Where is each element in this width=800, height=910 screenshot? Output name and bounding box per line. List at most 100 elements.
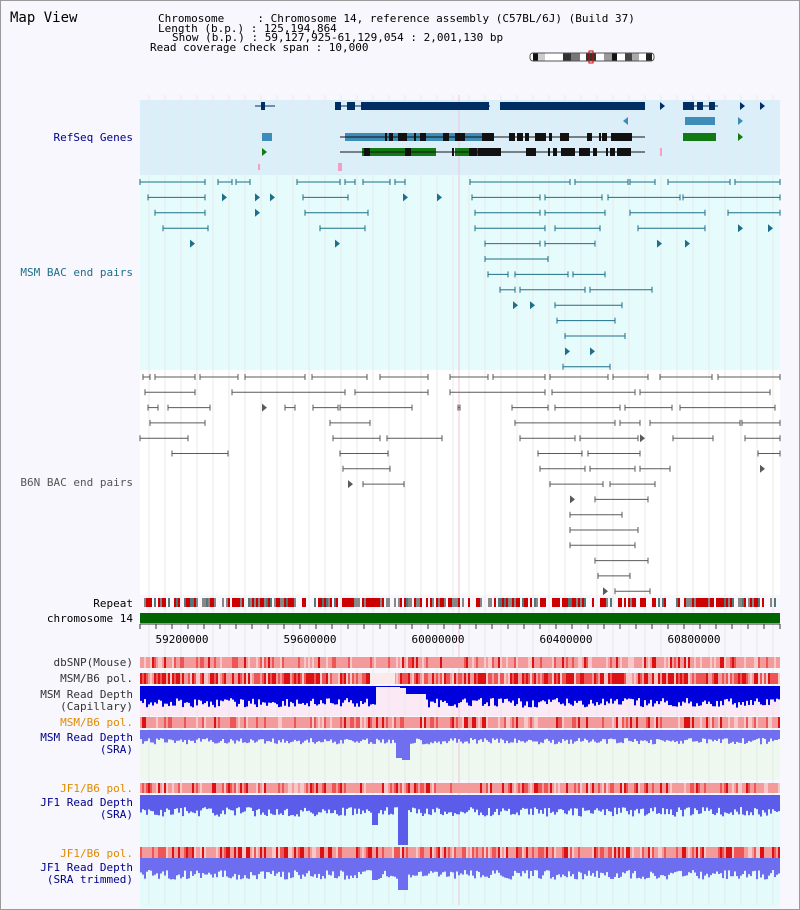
msm-b6-pol2-strip xyxy=(364,717,366,728)
msm-b6-pol2-strip xyxy=(434,717,436,728)
msm-capillary-depth-bar xyxy=(490,686,492,699)
gene-exon xyxy=(380,102,383,110)
msm-capillary-depth-bar xyxy=(436,686,438,699)
dbsnp-strip xyxy=(172,657,174,668)
jf1-trimmed-depth-bar xyxy=(466,858,468,875)
msm-sra-depth-bar xyxy=(758,730,760,739)
msm-capillary-depth-bar xyxy=(310,686,312,701)
msm-b6-pol-strip xyxy=(670,673,672,684)
jf1-trimmed-depth-bar xyxy=(658,858,660,878)
msm-capillary-depth-bar xyxy=(316,686,318,706)
jf1-trimmed-depth-bar xyxy=(448,858,450,877)
msm-b6-pol-strip xyxy=(348,673,350,684)
jf1-trimmed-depth-bar xyxy=(334,858,336,878)
msm-bac-arrow xyxy=(685,239,690,248)
jf1-b6-pol2-strip xyxy=(310,847,312,858)
msm-b6-pol2-strip xyxy=(756,717,758,728)
jf1-sra-depth-bar xyxy=(200,795,202,811)
msm-capillary-depth-bar xyxy=(286,686,288,700)
repeat-element xyxy=(418,598,420,607)
msm-b6-pol-strip xyxy=(612,673,614,684)
jf1-sra-depth-bar xyxy=(402,795,404,845)
jf1-trimmed-depth-bar xyxy=(652,858,654,874)
msm-capillary-depth-bar xyxy=(164,686,166,704)
msm-sra-depth-bar xyxy=(642,730,644,741)
msm-b6-pol-strip xyxy=(456,673,458,684)
jf1-sra-depth-bar xyxy=(524,795,526,809)
msm-b6-pol-strip xyxy=(328,673,330,684)
msm-sra-depth-bar xyxy=(184,730,186,740)
msm-capillary-depth-bar xyxy=(612,686,614,704)
jf1-b6-pol2-strip xyxy=(204,847,206,858)
jf1-b6-pol2-strip xyxy=(276,847,278,858)
repeat-element xyxy=(192,598,194,607)
dbsnp-strip xyxy=(598,657,600,668)
msm-b6-pol2-strip xyxy=(566,717,568,728)
jf1-b6-pol-strip xyxy=(196,783,198,793)
jf1-trimmed-depth-bar xyxy=(474,858,476,879)
jf1-sra-depth-bar xyxy=(194,795,196,814)
msm-b6-pol2-strip xyxy=(168,717,170,728)
msm-sra-depth-bar xyxy=(608,730,610,740)
msm-capillary-depth-bar xyxy=(334,686,336,705)
jf1-b6-pol2-strip xyxy=(528,847,530,858)
msm-capillary-depth-bar xyxy=(618,686,620,705)
dbsnp-strip xyxy=(544,657,546,668)
jf1-sra-depth-bar xyxy=(456,795,458,815)
msm-b6-pol2-strip xyxy=(164,717,166,728)
msm-capillary-depth-bar xyxy=(390,686,392,687)
msm-capillary-depth-bar xyxy=(188,686,190,703)
msm-capillary-depth-bar xyxy=(472,686,474,701)
jf1-b6-pol-strip xyxy=(426,783,428,793)
jf1-sra-depth-bar xyxy=(374,795,376,825)
msm-b6-pol-strip xyxy=(140,673,142,684)
msm-capillary-depth-bar xyxy=(778,686,780,700)
msm-capillary-depth-bar xyxy=(338,686,340,700)
jf1-b6-pol-strip xyxy=(330,783,332,793)
msm-sra-depth-bar xyxy=(566,730,568,740)
msm-capillary-depth-bar xyxy=(556,686,558,699)
msm-b6-pol2-strip xyxy=(202,717,204,728)
jf1-trimmed-depth-bar xyxy=(240,858,242,880)
ideogram-band xyxy=(538,53,545,61)
jf1-sra-depth-bar xyxy=(218,795,220,817)
jf1-trimmed-depth-bar xyxy=(270,858,272,874)
msm-sra-depth-bar xyxy=(774,730,776,740)
ideogram-position-marker xyxy=(588,50,594,64)
msm-capillary-depth-bar xyxy=(208,686,210,707)
msm-sra-depth-bar xyxy=(164,730,166,743)
msm-b6-pol2-strip xyxy=(508,717,510,728)
msm-b6-pol2-strip xyxy=(232,717,234,728)
msm-sra-depth-bar xyxy=(496,730,498,739)
msm-b6-pol2-strip xyxy=(270,717,272,728)
dbsnp-strip xyxy=(344,657,346,668)
jf1-trimmed-depth-bar xyxy=(548,858,550,871)
dbsnp-strip xyxy=(652,657,654,668)
jf1-sra-depth-bar xyxy=(538,795,540,814)
msm-b6-pol-strip xyxy=(682,673,684,684)
msm-b6-pol2-strip xyxy=(266,717,268,728)
jf1-b6-pol2-strip xyxy=(714,847,716,858)
dbsnp-strip xyxy=(738,657,740,668)
msm-capillary-depth-bar xyxy=(374,686,376,705)
msm-b6-pol2-strip xyxy=(272,717,274,728)
dbsnp-strip xyxy=(570,657,572,668)
msm-capillary-depth-bar xyxy=(710,686,712,704)
jf1-b6-pol2-strip xyxy=(496,847,498,858)
gene-mixed-exon xyxy=(587,133,592,141)
repeat-element xyxy=(286,598,288,607)
jf1-b6-pol-strip xyxy=(746,783,748,793)
jf1-b6-pol-strip xyxy=(492,783,494,793)
dbsnp-strip xyxy=(708,657,710,668)
jf1-b6-pol2-strip xyxy=(456,847,458,858)
jf1-sra-depth-bar xyxy=(326,795,328,814)
jf1-sra-depth-bar xyxy=(570,795,572,809)
dbsnp-strip xyxy=(164,657,166,668)
msm-b6-pol-strip xyxy=(296,673,298,684)
jf1-b6-pol-strip xyxy=(384,783,386,793)
msm-capillary-depth-bar xyxy=(586,686,588,707)
repeat-element xyxy=(770,598,772,607)
msm-b6-pol2-strip xyxy=(392,717,394,728)
jf1-b6-pol-strip xyxy=(728,783,730,793)
